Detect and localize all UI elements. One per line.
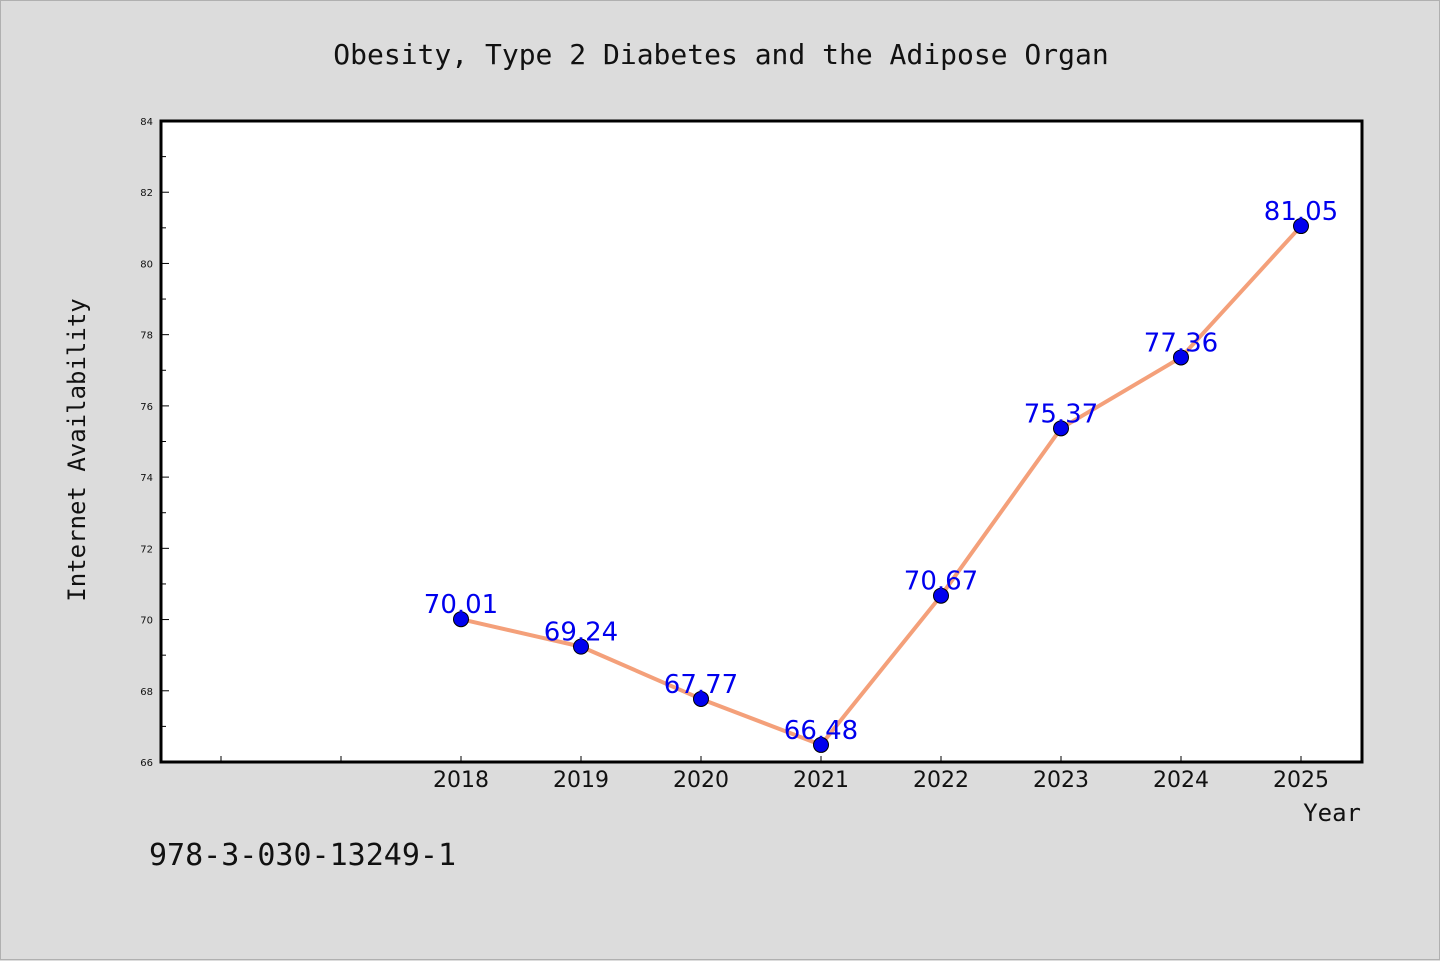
x-tick-label: 2025 <box>1273 768 1329 793</box>
data-label: 69.24 <box>544 618 618 648</box>
x-tick-label: 2018 <box>433 768 489 793</box>
data-point <box>933 587 949 604</box>
y-tick-label: 70 <box>140 616 153 627</box>
data-label: 70.67 <box>904 567 978 597</box>
series-markers <box>453 218 1309 753</box>
data-point <box>693 690 709 707</box>
y-tick-label: 74 <box>140 473 153 484</box>
y-axis-label: Internet Availability <box>63 298 91 601</box>
y-tick-label: 80 <box>140 259 153 270</box>
data-label: 81.05 <box>1264 197 1338 227</box>
y-tick-label: 78 <box>140 331 153 342</box>
y-axis: 66 68 70 72 74 76 78 80 82 84 <box>140 117 169 769</box>
plot-area <box>159 119 1364 764</box>
chart-title: Obesity, Type 2 Diabetes and the Adipose… <box>333 38 1108 71</box>
y-tick-label: 76 <box>140 402 153 413</box>
x-axis-label: Year <box>1303 799 1361 827</box>
data-point <box>1173 349 1189 366</box>
x-tick-label: 2022 <box>913 768 969 793</box>
data-labels: 70.01 69.24 67.77 66.48 70.67 75.37 77.36 81.05 <box>424 197 1338 746</box>
y-tick-label: 82 <box>140 188 153 199</box>
data-point <box>1293 218 1309 235</box>
y-tick-label: 72 <box>140 544 153 555</box>
y-tick-label: 66 <box>140 758 153 769</box>
x-tick-label: 2020 <box>673 768 729 793</box>
data-point <box>453 611 469 628</box>
data-point <box>573 638 589 655</box>
data-point <box>813 736 829 753</box>
x-tick-label: 2023 <box>1033 768 1089 793</box>
data-label: 75.37 <box>1024 399 1098 429</box>
x-axis: 2018 2019 2020 2021 2022 2023 2024 2025 <box>220 756 1329 793</box>
data-point <box>1053 420 1069 437</box>
data-label: 70.01 <box>424 590 498 620</box>
data-label: 77.36 <box>1144 328 1218 358</box>
y-tick-label: 68 <box>140 687 153 698</box>
series-line <box>460 224 1303 747</box>
data-label: 67.77 <box>664 670 738 700</box>
data-label: 66.48 <box>784 716 858 746</box>
x-tick-label: 2021 <box>793 768 849 793</box>
y-tick-label: 84 <box>140 117 153 128</box>
isbn-text: 978-3-030-13249-1 <box>149 838 456 873</box>
x-tick-label: 2019 <box>553 768 609 793</box>
x-tick-label: 2024 <box>1153 768 1209 793</box>
